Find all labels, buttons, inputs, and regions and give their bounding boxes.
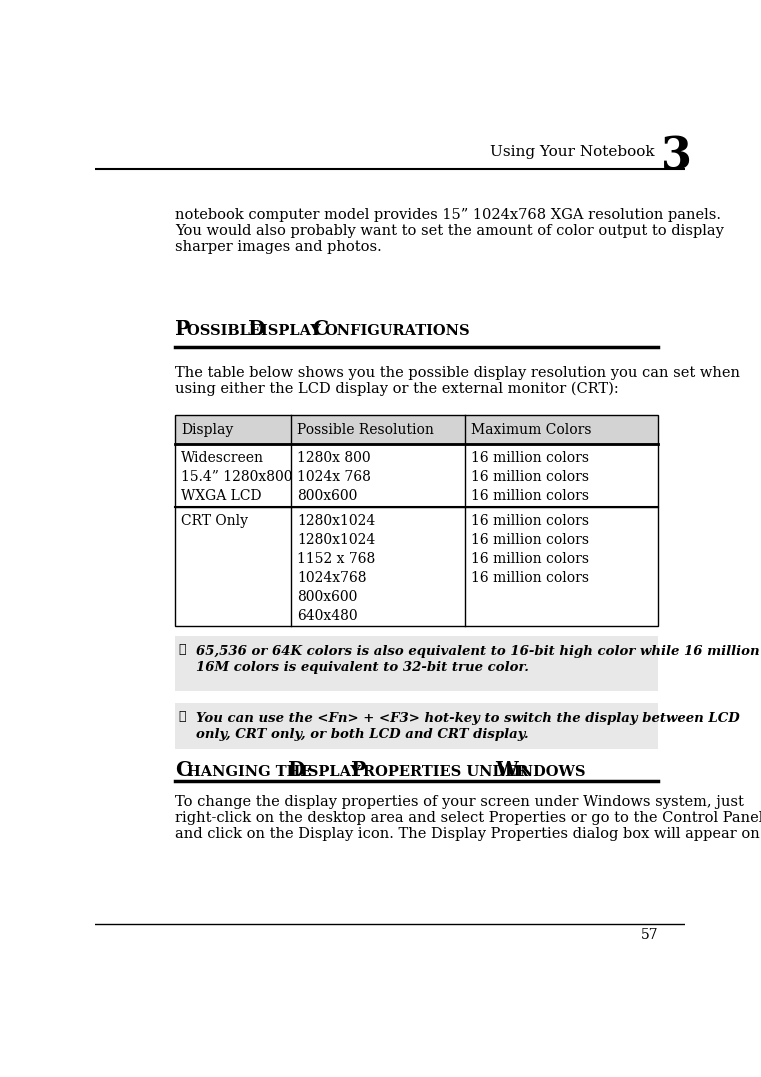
Text: P: P — [175, 319, 190, 339]
Text: notebook computer model provides 15” 1024x768 XGA resolution panels.: notebook computer model provides 15” 102… — [175, 208, 721, 222]
Text: right-click on the desktop area and select Properties or go to the Control Panel: right-click on the desktop area and sele… — [175, 811, 761, 825]
Text: 1024x 768: 1024x 768 — [297, 471, 371, 485]
Text: 1280x1024: 1280x1024 — [297, 514, 375, 528]
Text: and click on the Display icon. The Display Properties dialog box will appear on: and click on the Display icon. The Displ… — [175, 827, 759, 841]
Text: ROPERTIES UNDER: ROPERTIES UNDER — [363, 765, 533, 779]
Text: HANGING THE: HANGING THE — [187, 765, 317, 779]
Text: Display: Display — [181, 422, 233, 436]
Text: You can use the <Fn> + <F3> hot-key to switch the display between LCD: You can use the <Fn> + <F3> hot-key to s… — [196, 712, 740, 725]
Text: 65,536 or 64K colors is also equivalent to 16-bit high color while 16 million or: 65,536 or 64K colors is also equivalent … — [196, 645, 761, 658]
Text: ✿: ✿ — [179, 643, 186, 656]
Text: Possible Resolution: Possible Resolution — [297, 422, 434, 436]
Text: sharper images and photos.: sharper images and photos. — [175, 240, 381, 254]
Text: Maximum Colors: Maximum Colors — [471, 422, 591, 436]
Text: C: C — [312, 319, 328, 339]
Bar — [175, 444, 658, 507]
Text: 16 million colors: 16 million colors — [471, 533, 589, 547]
Text: You would also probably want to set the amount of color output to display: You would also probably want to set the … — [175, 224, 724, 238]
Text: 16 million colors: 16 million colors — [471, 471, 589, 485]
Text: 1280x 800: 1280x 800 — [297, 451, 371, 465]
Text: 57: 57 — [641, 928, 658, 942]
Text: 16 million colors: 16 million colors — [471, 489, 589, 503]
Text: P: P — [352, 759, 367, 780]
Text: 16 million colors: 16 million colors — [471, 514, 589, 528]
Bar — [175, 702, 658, 749]
Text: The table below shows you the possible display resolution you can set when: The table below shows you the possible d… — [175, 365, 740, 379]
Text: ONFIGURATIONS: ONFIGURATIONS — [324, 324, 470, 338]
Text: Using Your Notebook: Using Your Notebook — [490, 145, 654, 159]
Text: 800x600: 800x600 — [297, 489, 358, 503]
Text: CRT Only: CRT Only — [181, 514, 248, 528]
Text: 1280x1024: 1280x1024 — [297, 533, 375, 547]
Text: To change the display properties of your screen under Windows system, just: To change the display properties of your… — [175, 795, 743, 809]
Text: 16 million colors: 16 million colors — [471, 451, 589, 465]
Text: OSSIBLE: OSSIBLE — [186, 324, 266, 338]
Text: 16M colors is equivalent to 32-bit true color.: 16M colors is equivalent to 32-bit true … — [196, 661, 530, 674]
Text: ✿: ✿ — [179, 710, 186, 723]
Text: W: W — [495, 759, 518, 780]
Text: 16 million colors: 16 million colors — [471, 553, 589, 567]
Text: 800x600: 800x600 — [297, 590, 358, 604]
Text: only, CRT only, or both LCD and CRT display.: only, CRT only, or both LCD and CRT disp… — [196, 728, 529, 741]
Text: ISPLAY: ISPLAY — [301, 765, 366, 779]
Text: 3: 3 — [661, 135, 692, 178]
Text: 16 million colors: 16 million colors — [471, 571, 589, 585]
Text: INDOWS: INDOWS — [513, 765, 585, 779]
Bar — [175, 635, 658, 691]
Bar — [175, 507, 658, 627]
Text: WXGA LCD: WXGA LCD — [181, 489, 262, 503]
Bar — [175, 416, 658, 444]
Text: D: D — [248, 319, 266, 339]
Text: 1152 x 768: 1152 x 768 — [297, 553, 375, 567]
Text: ISPLAY: ISPLAY — [262, 324, 326, 338]
Text: D: D — [288, 759, 305, 780]
Text: Widescreen: Widescreen — [181, 451, 264, 465]
Text: 1024x768: 1024x768 — [297, 571, 367, 585]
Text: C: C — [175, 759, 191, 780]
Text: 640x480: 640x480 — [297, 609, 358, 623]
Text: 15.4” 1280x800: 15.4” 1280x800 — [181, 471, 292, 485]
Text: using either the LCD display or the external monitor (CRT):: using either the LCD display or the exte… — [175, 381, 619, 396]
